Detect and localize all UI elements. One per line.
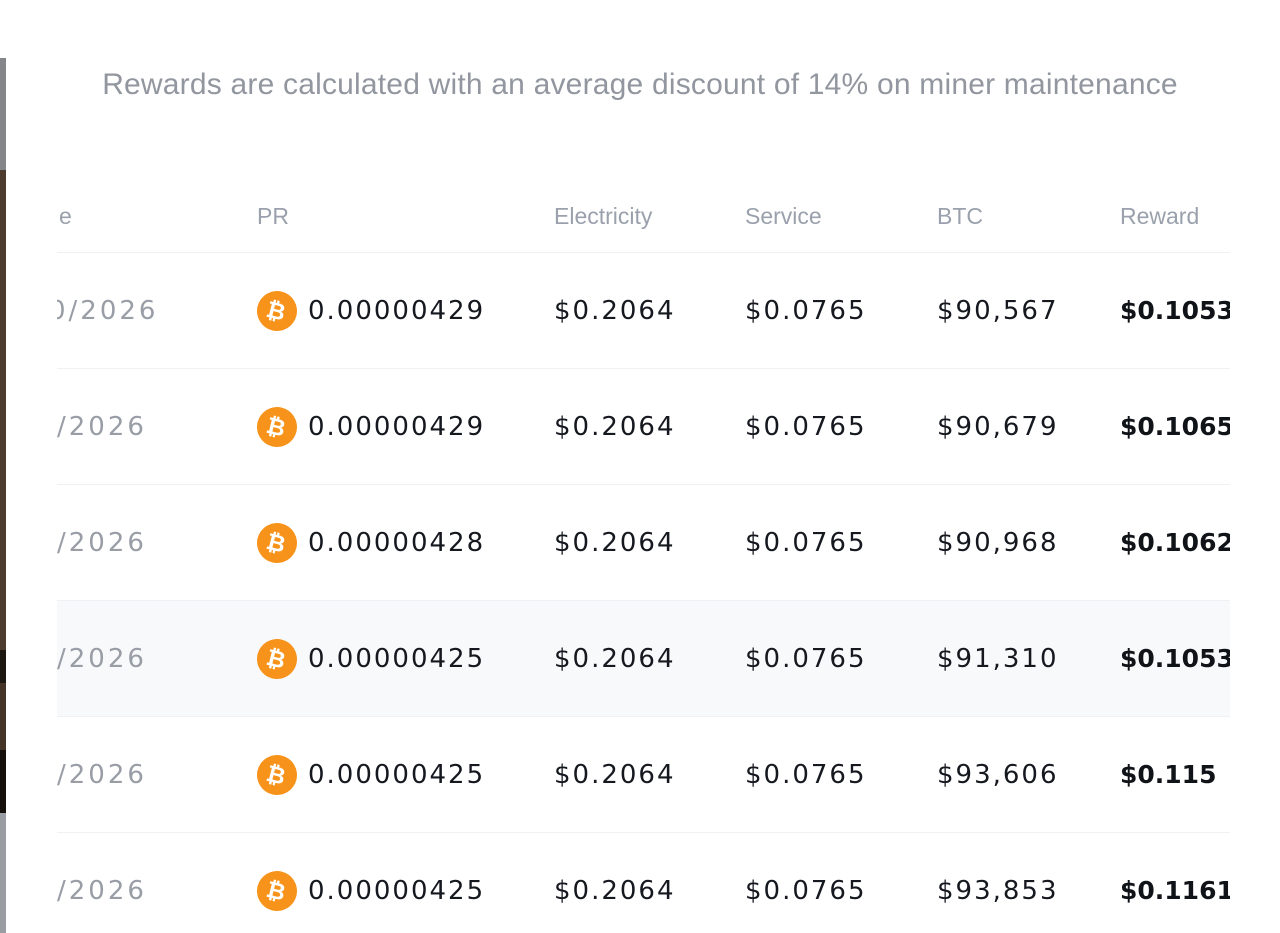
pr-cell: ₿ 0.00000425: [252, 833, 486, 933]
date-value: 0/2026: [57, 295, 159, 326]
strip-segment: [0, 750, 6, 813]
date-value: /2026: [57, 643, 147, 674]
date-value: /2026: [57, 759, 147, 790]
header-pr: PR: [257, 202, 289, 229]
electricity-cell: $0.2064: [554, 643, 676, 674]
reward-cell: $0.115: [1120, 760, 1217, 789]
date-cell: /2026: [57, 369, 147, 484]
rewards-table: e PR Electricity Service BTC Reward 0/20…: [57, 180, 1230, 933]
reward-cell: $0.1062: [1120, 528, 1230, 557]
pr-value: 0.00000425: [308, 875, 486, 906]
header-electricity: Electricity: [554, 202, 653, 229]
electricity-cell: $0.2064: [554, 411, 676, 442]
btc-price-cell: $90,567: [937, 295, 1059, 326]
strip-segment: [0, 650, 6, 683]
header-reward: Reward: [1120, 202, 1200, 229]
electricity-cell: $0.2064: [554, 527, 676, 558]
disclaimer-text: Rewards are calculated with an average d…: [102, 68, 1178, 101]
pr-cell: ₿ 0.00000428: [252, 485, 486, 600]
date-cell: 0/2026: [57, 253, 158, 368]
btc-price-cell: $93,853: [937, 875, 1059, 906]
date-cell: /2026: [57, 601, 147, 716]
reward-cell: $0.1065: [1120, 412, 1230, 441]
btc-price-cell: $90,679: [937, 411, 1059, 442]
pr-value: 0.00000428: [308, 527, 486, 558]
pr-value: 0.00000425: [308, 759, 486, 790]
table-row[interactable]: /2026 ₿ 0.00000425 $0.2064 $0.0765 $93,8…: [57, 832, 1230, 933]
bitcoin-icon: ₿: [252, 402, 302, 451]
date-value: /2026: [57, 411, 147, 442]
bitcoin-icon: ₿: [252, 750, 302, 799]
header-date: e: [59, 202, 72, 229]
bitcoin-icon: ₿: [252, 866, 302, 915]
bitcoin-icon: ₿: [252, 286, 302, 335]
electricity-cell: $0.2064: [554, 759, 676, 790]
reward-cell: $0.1053: [1120, 644, 1230, 673]
strip-segment: [0, 683, 6, 750]
strip-segment: [0, 813, 6, 933]
service-cell: $0.0765: [745, 411, 867, 442]
date-cell: /2026: [57, 717, 147, 832]
pr-cell: ₿ 0.00000429: [252, 369, 486, 484]
service-cell: $0.0765: [745, 643, 867, 674]
table-header-row: e PR Electricity Service BTC Reward: [57, 180, 1230, 252]
header-btc: BTC: [937, 202, 983, 229]
date-cell: /2026: [57, 485, 147, 600]
date-value: /2026: [57, 527, 147, 558]
service-cell: $0.0765: [745, 527, 867, 558]
electricity-cell: $0.2064: [554, 875, 676, 906]
table-row[interactable]: 0/2026 ₿ 0.00000429 $0.2064 $0.0765 $90,…: [57, 252, 1230, 368]
pr-value: 0.00000429: [308, 411, 486, 442]
reward-cell: $0.1161: [1120, 876, 1230, 905]
btc-price-cell: $93,606: [937, 759, 1059, 790]
service-cell: $0.0765: [745, 875, 867, 906]
bitcoin-icon: ₿: [252, 518, 302, 567]
strip-segment: [0, 58, 6, 170]
strip-segment: [0, 170, 6, 650]
pr-cell: ₿ 0.00000425: [252, 717, 486, 832]
header-service: Service: [745, 202, 822, 229]
service-cell: $0.0765: [745, 295, 867, 326]
electricity-cell: $0.2064: [554, 295, 676, 326]
table-row[interactable]: /2026 ₿ 0.00000425 $0.2064 $0.0765 $93,6…: [57, 716, 1230, 832]
date-value: /2026: [57, 875, 147, 906]
pr-cell: ₿ 0.00000429: [252, 253, 486, 368]
btc-price-cell: $90,968: [937, 527, 1059, 558]
table-row[interactable]: /2026 ₿ 0.00000429 $0.2064 $0.0765 $90,6…: [57, 368, 1230, 484]
reward-cell: $0.1053: [1120, 296, 1230, 325]
bitcoin-icon: ₿: [252, 634, 302, 683]
date-cell: /2026: [57, 833, 147, 933]
pr-value: 0.00000429: [308, 295, 486, 326]
table-row[interactable]: /2026 ₿ 0.00000425 $0.2064 $0.0765 $91,3…: [57, 600, 1230, 716]
pr-cell: ₿ 0.00000425: [252, 601, 486, 716]
pr-value: 0.00000425: [308, 643, 486, 674]
table-row[interactable]: /2026 ₿ 0.00000428 $0.2064 $0.0765 $90,9…: [57, 484, 1230, 600]
btc-price-cell: $91,310: [937, 643, 1059, 674]
service-cell: $0.0765: [745, 759, 867, 790]
